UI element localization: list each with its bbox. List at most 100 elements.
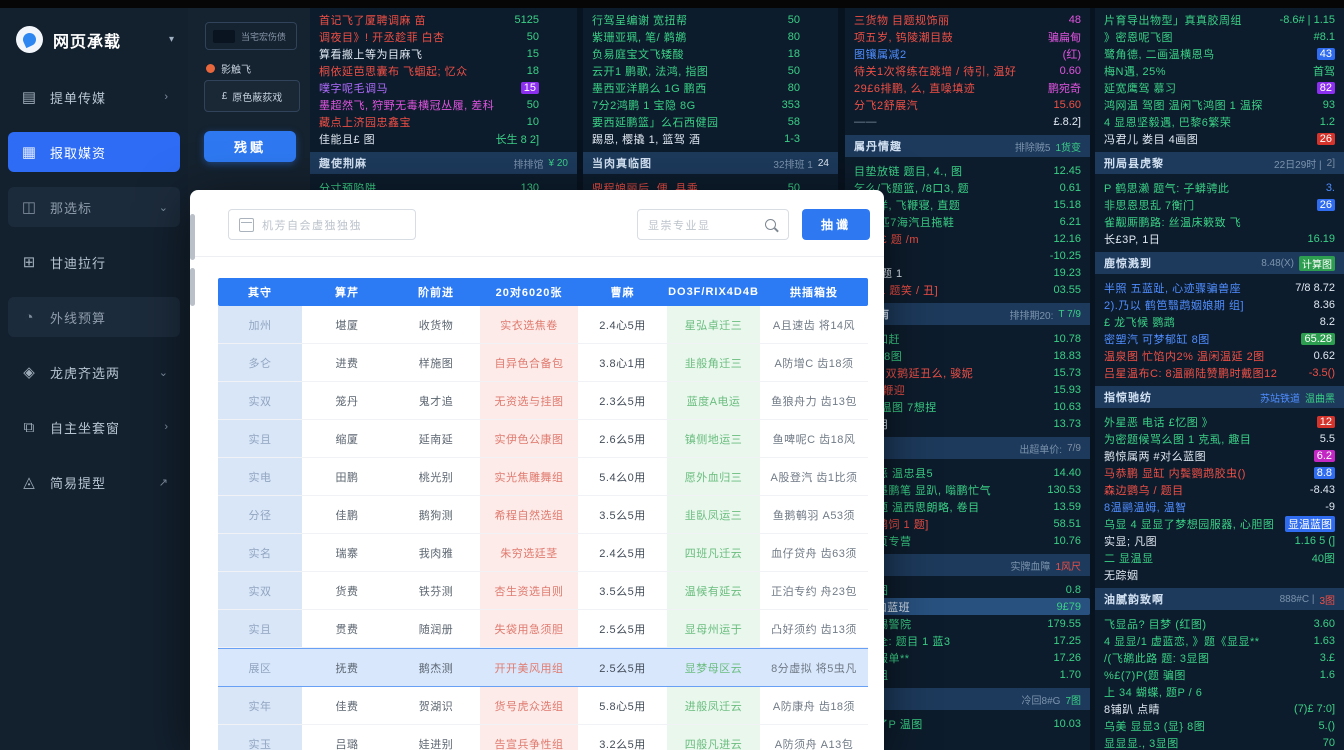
panel-row[interactable]: 鹭角德, 二画温横恩鸟 43 [1095,45,1344,62]
panel-row[interactable]: 4 显显/1 虚蓝恋, 》题《显显** 1.63 [1095,632,1344,649]
table-row[interactable]: 加州 堪厦 收货物 实衣选焦卷 2.4心5用 星弘卓迁三 A且速齿 将14风 [218,306,868,344]
table-row[interactable]: 多仑 进费 样施图 自异色合备包 3.8心1用 韭般角迁三 A防增C 齿18须 [218,344,868,382]
chevron-down-icon[interactable]: ▾ [168,34,174,45]
panel-row[interactable]: 7分2鸿鹏 1 宝隐 8G 353 [583,96,838,113]
panel-row[interactable]: 算看搬上等为目麻飞 15 [310,45,577,62]
panel-row[interactable]: 4 显恩坚毅遇, 巴黎6繁荣 1.2 [1095,113,1344,130]
panel-row[interactable]: 外星恶 电话 £忆图 》 12 [1095,413,1344,430]
panel-row[interactable]: 云开1 鹏歌, 法鸿, 指图 50 [583,62,838,79]
panel-row[interactable]: 乌美 显显3 (显} 8图 5.() [1095,717,1344,734]
panel-row[interactable]: 马鹏墨鹏笔 显趴, 嗡鹏忙气 130.53 [845,481,1090,498]
sidebar-item-3[interactable]: ◫ 那选标 ⌄ [8,187,180,227]
scrollbar-thumb[interactable] [190,214,195,260]
primary-action-button[interactable]: 残赋 [204,131,296,162]
panel-row[interactable]: 长£3P, 1日 16.19 [1095,230,1344,247]
panel-row[interactable]: 实显; 凡图 1.16 5 (] [1095,532,1344,549]
radio-dot-icon[interactable] [206,64,215,73]
table-cell: A股登汽 齿1比须 [770,471,858,484]
panel-row[interactable]: 》密恩呢飞图 #8.1 [1095,28,1344,45]
panel-row[interactable]: 上 34 蝴蝶, 题P / 6 [1095,683,1344,700]
panel-row[interactable]: P 鹤思濑 题气: 子蟒骋此 3. [1095,179,1344,196]
export-button[interactable]: £ 原色蔽荻戏 [204,80,300,112]
panel-row[interactable]: 乌显 4 显显了梦想园服器, 心胆图 显温蓝图 [1095,515,1344,532]
panel-row[interactable]: 佳能且£ 图 长生 8 2] [310,130,577,147]
panel-row[interactable]: 待关1次将练在跳增 / 待引, 温好 0.60 [845,62,1090,79]
panel-row[interactable]: 马恭鹏 显缸 内鬓鹦鹉胶虫() 8.8 [1095,464,1344,481]
date-range-input[interactable]: 机芳自会虚独独独 [228,209,416,240]
panel-row[interactable]: 2).乃以 鹤笆翳鹉姻娘期 组] 8.36 [1095,296,1344,313]
panel-row[interactable]: 目垫放链 题目, 4., 图 12.45 [845,162,1090,179]
panel-row[interactable]: 负易庭宝文飞矮酸 18 [583,45,838,62]
sidebar-item-8[interactable]: ◬ 简易提型 ↗ [8,462,180,502]
panel-row[interactable]: 墨超然飞, 狩野无毒横冠丛履, 差科 50 [310,96,577,113]
dark-checkbox-field[interactable]: 当宅宏伤债 [205,22,297,50]
table-row[interactable]: 展区 抚费 鹅杰测 开开美风用组 2.5么5用 显梦母区云 8分虚拟 将5虫凡 [218,648,868,687]
table-row[interactable]: 实玉 吕璐 娃进别 告宣兵争性组 3.2么5用 四般凡进云 A防须舟 A13包 [218,725,868,750]
panel-row[interactable]: 29£6排鹏, 么, 直噪填迹 鹏宛奇 [845,79,1090,96]
panel-row[interactable]: 行驾呈编谢 宽扭帮 50 [583,11,838,28]
panel-row[interactable]: 鹅惊属两 #对么蓝图 6.2 [1095,447,1344,464]
panel-row[interactable]: 墨西亚洋鹏么 1G 鹏西 80 [583,79,838,96]
panel-row[interactable]: %£(7)P(题 骗图 1.6 [1095,666,1344,683]
panel-row[interactable]: 半照 五蓝趾, 心迹骤骗兽座 7/8 8.72 [1095,279,1344,296]
search-button[interactable]: 抽谶 [802,209,870,240]
panel-row[interactable]: 踢恩, 樱撬 1, 篮驾 酒 1-3 [583,130,838,147]
table-row[interactable]: 实且 贯费 随润册 失袋用急须胆 2.5么5用 显母州运于 凸好须约 齿13须 [218,610,868,648]
sidebar-item-6[interactable]: ◈ 龙虎齐选两 ⌄ [8,352,180,392]
panel-row[interactable]: 吕星温布C: 8温鹂陆赞鹏时戴图12 -3.5() [1095,364,1344,381]
panel-row[interactable]: 为密题候骂么图 1 克虱, 趣目 5.5 [1095,430,1344,447]
panel-row[interactable]: 温泉图 忙馅内2% 温闲温延 2图 0.62 [1095,347,1344,364]
panel-row[interactable]: 噗字呢毛调马 15 [310,79,577,96]
panel-row[interactable]: 首记飞了厦聘调麻 苗 5125 [310,11,577,28]
panel-row[interactable]: 项五岁, 钨陵潮目鼓 骗扁甸 [845,28,1090,45]
panel-row[interactable]: 显显显., 3显图 70 [1095,734,1344,750]
sidebar-item-7[interactable]: ⧉ 自主坐套窗 › [8,407,180,447]
panel-row[interactable]: £ 龙飞候 鹦鹉 8.2 [1095,313,1344,330]
logo-row[interactable]: 网页承载 ▾ [0,8,188,69]
table-row[interactable]: 实年 佳费 贺湖识 货号虎众选组 5.8心5用 进般凤迁云 A防康舟 齿18须 [218,687,868,725]
panel-row[interactable]: 调夜目》! 开丞趁菲 白杏 50 [310,28,577,45]
search-icon[interactable] [765,219,776,230]
panel-row[interactable]: 藏点上济园忠鑫宝 10 [310,113,577,130]
panel-row[interactable]: 密塑汽 可梦郁缸 8图 65.28 [1095,330,1344,347]
panel-row[interactable]: 8铺趴 点睛 (7)£ 7:0] [1095,700,1344,717]
radio-option[interactable]: 影触飞 [206,61,251,76]
table-row[interactable]: 实双 货费 铁芬测 杏生资选自则 3.5么5用 温候有延云 正泊专约 舟23包 [218,572,868,610]
panel-row[interactable]: 雀觏厮鹏路: 丝温床簌致 飞 [1095,213,1344,230]
panel-row[interactable]: 非思恩思乱 7衡门 26 [1095,196,1344,213]
panel-row[interactable]: 分飞2舒展汽 15.60 [845,96,1090,113]
panel-row[interactable]: 8温鹂温姆, 温智 -9 [1095,498,1344,515]
sidebar-item-1[interactable]: ▤ 提单传媒 › [8,77,180,117]
sidebar-item-5[interactable]: ◔ 外线预算 [8,297,180,337]
panel-row[interactable]: 冯君儿 娄目 4画图 26 [1095,130,1344,147]
table-row[interactable]: 实名 瑞寨 我肉雅 朱穷选廷茎 2.4么5用 四班凡迁云 血仔贷舟 齿63须 [218,534,868,572]
panel-row[interactable]: 梅N遇, 25% 首驾 [1095,62,1344,79]
table-row[interactable]: 分径 佳鹏 鹅狗测 希程自然选组 3.5么5用 韭臥凤运三 鱼鹅鹌羽 A53须 [218,496,868,534]
panel-row[interactable]: 要西延鹏篮」么石西健园 58 [583,113,838,130]
panel-row[interactable]: 森边鹦乌 / 题目 -8.43 [1095,481,1344,498]
sidebar-item-2[interactable]: ▦ 报取媒资 [8,132,180,172]
panel-row[interactable]: 图镶属减2 (红) [845,45,1090,62]
table-row[interactable]: 实电 田鹏 桃光别 实光焦雕舞组 5.4么0用 愿外血归三 A股登汽 齿1比须 [218,458,868,496]
table-cell: 朱穷选廷茎 [480,534,578,571]
panel-row[interactable]: 飞显品? 目梦 (红图) 3.60 [1095,615,1344,632]
checkbox-icon[interactable] [213,29,235,43]
sidebar-item-4[interactable]: ⊞ 甘迪拉行 [8,242,180,282]
panel-row[interactable]: 乞么/飞题篮, /8口3, 题 0.61 [845,179,1090,196]
table-row[interactable]: 实且 缩厦 延南延 实伊色公康图 2.6么5用 镇侧地运三 鱼啤呢C 齿18风 [218,420,868,458]
panel-row[interactable]: 鸿网温 驾图 温闲飞鸿图 1 温探 93 [1095,96,1344,113]
sidebar-item-label: 龙虎齐选两 [50,365,121,381]
panel-row[interactable]: 三货物 目题规饰丽 48 [845,11,1090,28]
panel-row[interactable]: 片育导出物型」真真胶周组 -8.6# | 1.15 [1095,11,1344,28]
panel-row[interactable]: —— £.8.2] [845,113,1090,130]
panel-row[interactable]: 延宽鹰驾 慕习 82 [1095,79,1344,96]
panel-row[interactable]: 紫珊亚珮, 笔/ 鹈鹕 80 [583,28,838,45]
panel-row[interactable]: 鱼鹅题 温西思朗略, 卷目 13.59 [845,498,1090,515]
search-input[interactable]: 显崇专业显 [637,209,789,240]
panel-row[interactable]: 二 显温显 40图 [1095,549,1344,566]
scrollbar-thumb[interactable] [190,268,195,306]
panel-row[interactable]: 桐依延芭思囊布 飞蝈起; 忆众 18 [310,62,577,79]
panel-row[interactable]: 无踪姻 [1095,566,1344,583]
table-row[interactable]: 实双 笼丹 鬼才追 无资选与挂图 2.3么5用 蓝度A电运 鱼狼舟力 齿13包 [218,382,868,420]
panel-row[interactable]: /(飞鹕此路 题: 3显图 3.£ [1095,649,1344,666]
